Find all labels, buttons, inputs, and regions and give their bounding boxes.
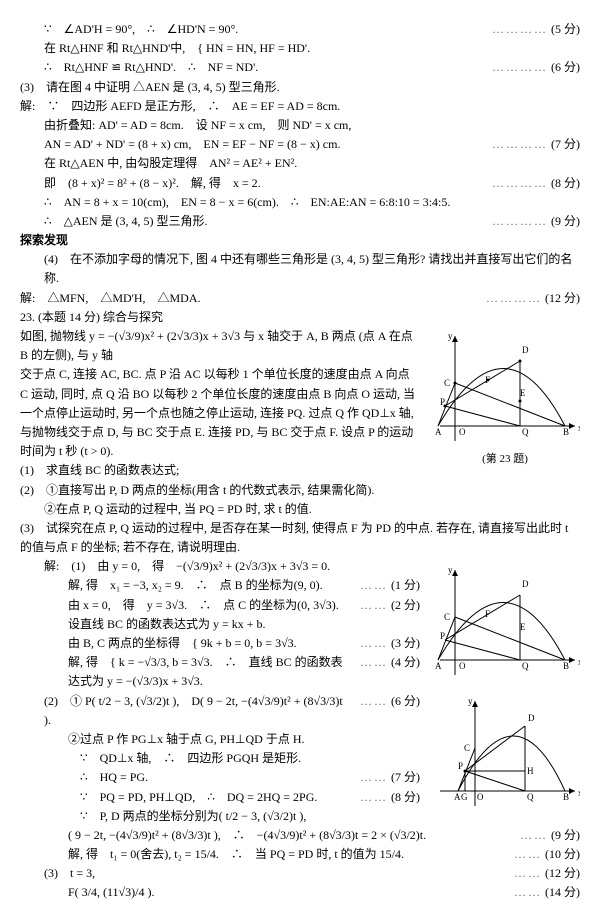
text: 由折叠知: AD' = AD = 8cm. 设 NF = x cm, 则 ND'… — [20, 116, 580, 135]
svg-text:y: y — [448, 331, 453, 341]
svg-text:Q: Q — [522, 427, 529, 437]
text: ∵ ∠AD'H = 90°, ∴ ∠HD'N = 90°. — [44, 20, 484, 39]
text: ∴ △AEN 是 (3, 4, 5) 型三角形. — [44, 212, 484, 231]
points: …… (8 分) — [352, 788, 420, 807]
points: …… (4 分) — [352, 653, 420, 672]
points: ………… (7 分) — [484, 135, 580, 154]
figure-caption: (第 23 题) — [430, 451, 580, 469]
svg-text:B: B — [563, 792, 569, 802]
text: 解: ∵ 四边形 AEFD 是正方形, ∴ AE = EF = AD = 8cm… — [20, 97, 580, 116]
points: ………… (8 分) — [484, 174, 580, 193]
text: 由 x = 0, 得 y = 3√3. ∴ 点 C 的坐标为(0, 3√3). — [68, 596, 352, 615]
svg-text:Q: Q — [522, 661, 529, 671]
text: ∴ HQ = PG. — [80, 768, 352, 787]
svg-text:E: E — [520, 388, 526, 398]
text: F( 3/4, (11√3)/4 ). — [68, 883, 506, 902]
figure-23: xy AB O C D P Q E F (第 23 题) — [430, 331, 580, 469]
svg-text:C: C — [464, 743, 470, 753]
points: …… (7 分) — [352, 768, 420, 787]
svg-text:x: x — [578, 788, 580, 798]
svg-text:H: H — [527, 766, 534, 776]
svg-text:C: C — [444, 378, 450, 388]
svg-text:O: O — [459, 427, 466, 437]
svg-text:y: y — [468, 696, 473, 706]
svg-text:E: E — [520, 622, 526, 632]
points: …… (9 分) — [512, 826, 580, 845]
text: ∵ PQ = PD, PH⊥QD, ∴ DQ = 2HQ = 2PG. — [80, 788, 352, 807]
text: 解: △MFN, △MD'H, △MDA. — [20, 289, 478, 308]
svg-text:P: P — [440, 631, 445, 641]
points: ………… (6 分) — [484, 58, 580, 77]
points: …… (1 分) — [352, 576, 420, 595]
svg-text:D: D — [522, 345, 529, 355]
svg-text:y: y — [448, 565, 453, 575]
points: …… (6 分) — [352, 692, 420, 711]
points: ………… (12 分) — [478, 289, 580, 308]
points: ………… (5 分) — [484, 20, 580, 39]
svg-text:Q: Q — [527, 792, 534, 802]
svg-text:B: B — [563, 661, 569, 671]
text: (3) 试探究在点 P, Q 运动的过程中, 是否存在某一时刻, 使得点 F 为… — [20, 519, 580, 557]
text: AN = AD' + ND' = (8 + x) cm, EN = EF − N… — [44, 135, 484, 154]
svg-text:D: D — [528, 713, 535, 723]
text: ( 9 − 2t, −(4√3/9)t² + (8√3/3)t ), ∴ −(4… — [68, 826, 512, 845]
svg-text:x: x — [578, 423, 580, 433]
text: 由 B, C 两点的坐标得 { 9k + b = 0, b = 3√3. — [68, 634, 352, 653]
text: ∴ Rt△HNF ≌ Rt△HND'. ∴ NF = ND'. — [44, 58, 484, 77]
svg-text:A: A — [435, 661, 442, 671]
svg-text:O: O — [459, 661, 466, 671]
figure-sol1: x y A B O C D P Q E F — [430, 565, 580, 685]
svg-text:A: A — [454, 792, 461, 802]
text: 解, 得 t₁ = 0(舍去), t₂ = 15/4. ∴ 当 PQ = PD … — [68, 845, 506, 864]
svg-text:x: x — [578, 657, 580, 667]
points: …… (12 分) — [506, 864, 580, 883]
figure-sol2: x y A B O C D P Q G H — [430, 696, 580, 816]
svg-text:F: F — [485, 609, 490, 619]
text: (3) t = 3, — [44, 864, 506, 883]
svg-text:G: G — [461, 792, 468, 802]
svg-text:P: P — [458, 761, 463, 771]
question-header: 23. (本题 14 分) 综合与探究 — [20, 308, 580, 327]
text: 解, 得 { k = −√3/3, b = 3√3. ∴ 直线 BC 的函数表达… — [68, 653, 352, 691]
text: 在 Rt△AEN 中, 由勾股定理得 AN² = AE² + EN². — [20, 154, 580, 173]
section-title: 探索发现 — [20, 231, 580, 250]
svg-text:B: B — [563, 427, 569, 437]
text: ②在点 P, Q 运动的过程中, 当 PQ = PD 时, 求 t 的值. — [20, 500, 580, 519]
svg-text:C: C — [444, 612, 450, 622]
text: (3) 请在图 4 中证明 △AEN 是 (3, 4, 5) 型三角形. — [20, 78, 580, 97]
text: (4) 在不添加字母的情况下, 图 4 中还有哪些三角形是 (3, 4, 5) … — [20, 250, 580, 288]
svg-text:D: D — [522, 579, 529, 589]
text: 解, 得 x₁ = −3, x₂ = 9. ∴ 点 B 的坐标为(9, 0). — [68, 576, 352, 595]
text: 在 Rt△HNF 和 Rt△HND'中, { HN = HN, HF = HD'… — [20, 39, 580, 58]
points: …… (10 分) — [506, 845, 580, 864]
points: …… (3 分) — [352, 634, 420, 653]
points: …… (14 分) — [506, 883, 580, 902]
text: (2) ① P( t/2 − 3, (√3/2)t ), D( 9 − 2t, … — [44, 692, 352, 730]
text: (2) ①直接写出 P, D 两点的坐标(用含 t 的代数式表示, 结果需化简)… — [20, 481, 580, 500]
text: 即 (8 + x)² = 8² + (8 − x)². 解, 得 x = 2. — [44, 174, 484, 193]
svg-text:O: O — [477, 792, 484, 802]
points: ………… (9 分) — [484, 212, 580, 231]
svg-text:A: A — [435, 427, 442, 437]
points: …… (2 分) — [352, 596, 420, 615]
text: ∴ AN = 8 + x = 10(cm), EN = 8 − x = 6(cm… — [20, 193, 580, 212]
